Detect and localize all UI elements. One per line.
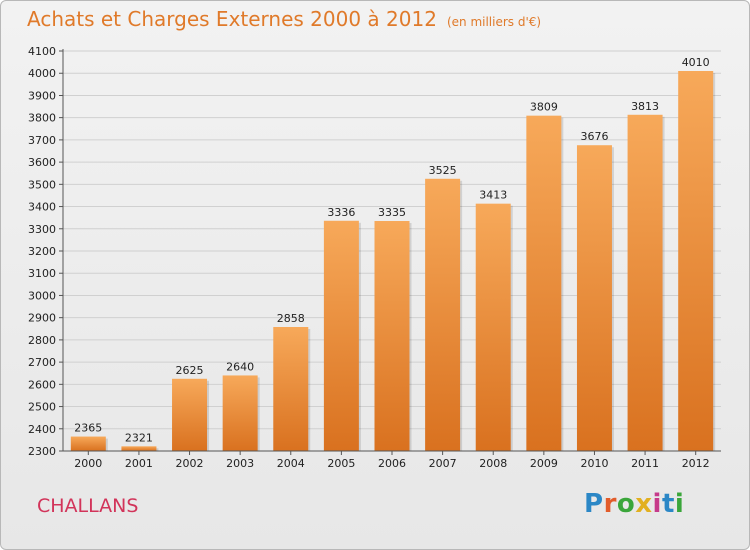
y-tick-label: 4100 xyxy=(28,45,56,58)
bar xyxy=(576,145,612,451)
x-tick-label: 2005 xyxy=(327,457,355,470)
y-tick-label: 2300 xyxy=(28,445,56,458)
bar xyxy=(323,220,359,451)
axes xyxy=(62,49,721,452)
bar xyxy=(678,71,714,451)
y-tick-label: 3000 xyxy=(28,289,56,302)
y-tick-label: 2700 xyxy=(28,356,56,369)
y-tick-label: 3500 xyxy=(28,178,56,191)
x-tick-label: 2003 xyxy=(226,457,254,470)
bars: 2365 2321 2625 2640 2858 3336 3335 3525 3413 3809… xyxy=(70,56,716,452)
bar xyxy=(222,375,258,451)
y-axis-ticks: 2300 2400 2500 2600 2700 2800 2900 3000 3100 3200… xyxy=(28,45,63,458)
logo-letter: P xyxy=(584,489,604,519)
bar-value-label: 2365 xyxy=(74,422,102,435)
bar xyxy=(172,378,208,451)
bar-value-label: 3413 xyxy=(479,189,507,202)
bar-value-label: 3335 xyxy=(378,206,406,219)
bar-value-label: 3813 xyxy=(631,100,659,113)
bar xyxy=(526,115,562,452)
proxiti-logo: Proxiti xyxy=(584,489,684,519)
y-tick-label: 3900 xyxy=(28,89,56,102)
bar xyxy=(273,327,309,451)
place-name: CHALLANS xyxy=(37,495,139,517)
x-tick-label: 2002 xyxy=(176,457,204,470)
y-tick-label: 3100 xyxy=(28,267,56,280)
y-tick-label: 2900 xyxy=(28,312,56,325)
x-tick-label: 2012 xyxy=(682,457,710,470)
y-tick-label: 2400 xyxy=(28,423,56,436)
bar-value-label: 3525 xyxy=(429,164,457,177)
logo-letter: t xyxy=(661,489,675,519)
x-tick-label: 2008 xyxy=(479,457,507,470)
x-tick-label: 2004 xyxy=(277,457,305,470)
y-tick-label: 4000 xyxy=(28,67,56,80)
logo-letter: o xyxy=(616,489,636,519)
logo-letter: i xyxy=(652,489,662,519)
bar-value-label: 3809 xyxy=(530,101,558,114)
x-tick-label: 2010 xyxy=(580,457,608,470)
y-tick-label: 2800 xyxy=(28,334,56,347)
bar xyxy=(425,178,461,451)
y-tick-label: 3300 xyxy=(28,223,56,236)
y-tick-label: 3800 xyxy=(28,112,56,125)
chart-title-block: Achats et Charges Externes 2000 à 2012 (e… xyxy=(27,7,541,31)
bar-value-label: 2640 xyxy=(226,360,254,373)
chart-subtitle: (en milliers d'€) xyxy=(446,15,542,29)
chart-title: Achats et Charges Externes 2000 à 2012 xyxy=(27,7,437,31)
x-tick-label: 2007 xyxy=(429,457,457,470)
y-tick-label: 2600 xyxy=(28,378,56,391)
x-tick-label: 2009 xyxy=(530,457,558,470)
bar xyxy=(374,221,410,451)
bar xyxy=(475,203,511,451)
bar xyxy=(627,114,663,452)
logo-letter: i xyxy=(674,489,685,519)
bar-value-label: 2625 xyxy=(176,364,204,377)
bar-value-label: 3336 xyxy=(327,206,355,219)
bar-value-label: 4010 xyxy=(682,56,710,69)
y-tick-label: 3600 xyxy=(28,156,56,169)
x-tick-label: 2011 xyxy=(631,457,659,470)
bar xyxy=(70,436,106,451)
bar-value-label: 3676 xyxy=(580,130,608,143)
logo-letter: r xyxy=(603,489,617,519)
x-axis-ticks: 2000 2001 2002 2003 2004 2005 2006 2007 2008 2009… xyxy=(74,451,710,470)
x-tick-label: 2006 xyxy=(378,457,406,470)
bar-value-label: 2858 xyxy=(277,312,305,325)
bar-value-label: 2321 xyxy=(125,431,153,444)
x-tick-label: 2001 xyxy=(125,457,153,470)
y-tick-label: 2500 xyxy=(28,401,56,414)
bar xyxy=(121,446,157,451)
y-tick-label: 3200 xyxy=(28,245,56,258)
y-tick-label: 3400 xyxy=(28,201,56,214)
x-tick-label: 2000 xyxy=(74,457,102,470)
y-tick-label: 3700 xyxy=(28,134,56,147)
logo-letter: x xyxy=(635,489,653,519)
